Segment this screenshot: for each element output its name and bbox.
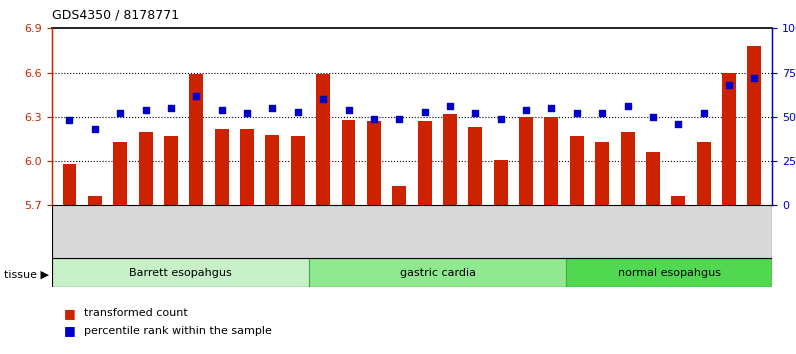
Point	[723, 82, 736, 88]
Point	[595, 110, 608, 116]
Point	[114, 110, 127, 116]
Point	[697, 110, 710, 116]
Bar	[570, 136, 583, 205]
Bar	[621, 132, 634, 205]
Bar	[671, 196, 685, 205]
Bar	[544, 117, 559, 205]
Bar	[139, 132, 153, 205]
Bar	[316, 74, 330, 205]
Point	[63, 118, 76, 123]
Bar	[468, 127, 482, 205]
Bar	[367, 121, 380, 205]
Point	[393, 116, 406, 121]
Bar	[494, 160, 508, 205]
Bar	[88, 196, 102, 205]
Point	[240, 110, 253, 116]
Bar	[265, 135, 279, 205]
Bar	[519, 117, 533, 205]
Point	[190, 93, 203, 98]
Bar	[566, 258, 772, 287]
Bar	[722, 73, 736, 205]
Bar	[392, 186, 406, 205]
Text: ■: ■	[64, 325, 76, 337]
Bar	[309, 258, 566, 287]
Bar	[240, 129, 254, 205]
Bar	[747, 46, 761, 205]
Point	[418, 109, 431, 114]
Point	[494, 116, 507, 121]
Bar	[696, 142, 711, 205]
Bar	[291, 136, 305, 205]
Bar	[189, 74, 203, 205]
Bar	[418, 121, 431, 205]
Text: GDS4350 / 8178771: GDS4350 / 8178771	[52, 9, 179, 22]
Bar	[646, 152, 660, 205]
Point	[88, 126, 101, 132]
Text: tissue ▶: tissue ▶	[4, 269, 49, 279]
Point	[571, 110, 583, 116]
Point	[165, 105, 178, 111]
Point	[621, 103, 634, 109]
Point	[291, 109, 304, 114]
Point	[216, 107, 228, 113]
Text: transformed count: transformed count	[84, 308, 187, 318]
Point	[139, 107, 152, 113]
Point	[443, 103, 456, 109]
Point	[748, 75, 761, 81]
Text: percentile rank within the sample: percentile rank within the sample	[84, 326, 271, 336]
Point	[545, 105, 558, 111]
Text: Barrett esopahgus: Barrett esopahgus	[129, 268, 232, 278]
Bar	[595, 142, 609, 205]
Bar	[341, 120, 356, 205]
Text: normal esopahgus: normal esopahgus	[618, 268, 720, 278]
Point	[469, 110, 482, 116]
Text: ■: ■	[64, 307, 76, 320]
Point	[317, 96, 330, 102]
Point	[520, 107, 533, 113]
Bar	[113, 142, 127, 205]
Bar	[164, 136, 178, 205]
Point	[646, 114, 659, 120]
Bar	[52, 258, 309, 287]
Point	[672, 121, 685, 127]
Text: gastric cardia: gastric cardia	[400, 268, 476, 278]
Point	[342, 107, 355, 113]
Bar	[443, 114, 457, 205]
Point	[266, 105, 279, 111]
Point	[368, 116, 380, 121]
Bar	[215, 129, 228, 205]
Bar	[63, 164, 76, 205]
